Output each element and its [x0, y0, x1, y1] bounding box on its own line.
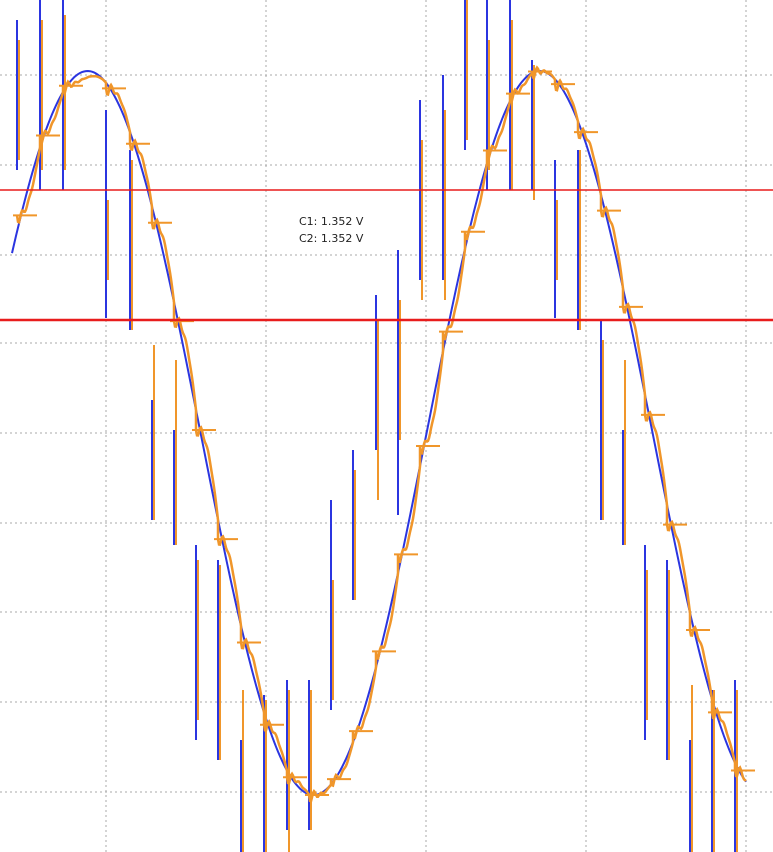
- cursor-c2-readout: C2: 1.352 V: [299, 232, 364, 245]
- cursor-readout: C1: 1.352 V C2: 1.352 V: [299, 213, 363, 247]
- trace-orange-waveform: [15, 65, 747, 803]
- trace-orange: [13, 0, 755, 852]
- cursor-c1-readout: C1: 1.352 V: [299, 215, 364, 228]
